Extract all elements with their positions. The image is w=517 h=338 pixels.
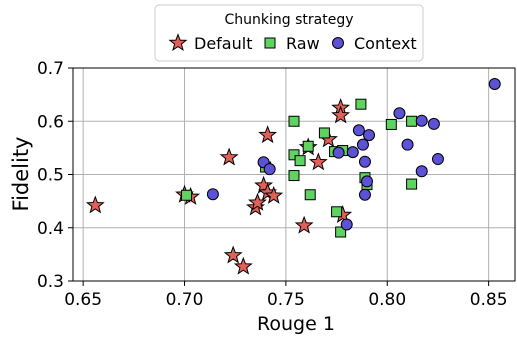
raw-point [335, 226, 347, 238]
raw-point [288, 149, 300, 161]
legend-items: Default Raw Context [168, 33, 417, 53]
context-point [352, 124, 365, 137]
default-point [254, 175, 274, 194]
legend-marker-circle [332, 37, 344, 49]
context-point [346, 146, 359, 159]
default-point [233, 256, 253, 275]
x-axis-label: Rouge 1 [257, 313, 335, 335]
y-tick-label: 0.3 [37, 272, 64, 292]
context-point [393, 107, 406, 120]
y-axis-label: Fidelity [9, 137, 33, 212]
context-point [363, 129, 376, 142]
raw-point [288, 115, 300, 127]
raw-point [288, 170, 300, 182]
context-point [431, 153, 444, 166]
x-tick-label: 0.75 [267, 290, 305, 310]
context-point [332, 146, 345, 159]
legend-title: Chunking strategy [225, 12, 354, 28]
raw-point [406, 115, 418, 127]
raw-point [181, 189, 193, 201]
context-point [358, 188, 371, 201]
x-tick-label: 0.70 [166, 290, 204, 310]
series-raw [181, 98, 418, 238]
context-point [263, 163, 276, 176]
legend-label: Context [354, 34, 417, 53]
raw-point [294, 155, 306, 167]
y-tick-label: 0.7 [37, 59, 64, 79]
raw-point [385, 118, 397, 130]
context-point [340, 218, 353, 231]
legend-item-raw: Raw [264, 34, 320, 53]
default-point [223, 245, 243, 264]
legend: Chunking strategy Default Raw Context [154, 4, 424, 62]
y-tick-label: 0.4 [37, 219, 64, 239]
legend-label: Raw [286, 34, 320, 53]
y-tick-label: 0.6 [37, 112, 64, 132]
raw-point [331, 206, 343, 218]
default-point [85, 195, 105, 214]
context-point [401, 138, 414, 151]
raw-point [355, 98, 367, 110]
legend-item-default: Default [168, 33, 252, 53]
default-point [248, 192, 267, 211]
raw-point [318, 127, 330, 139]
default-point [294, 215, 314, 234]
raw-point [406, 178, 418, 190]
legend-marker-square [264, 37, 276, 49]
default-point [219, 147, 239, 166]
axis-ticks: 0.65 0.70 0.75 0.80 0.85 0.3 0.4 0.5 0.6 0.7 [37, 59, 508, 310]
default-point [258, 125, 278, 144]
context-point [415, 165, 428, 178]
x-tick-label: 0.80 [368, 290, 406, 310]
raw-point [304, 189, 316, 201]
raw-point [302, 140, 314, 152]
series-context [206, 77, 501, 231]
legend-label: Default [194, 34, 252, 53]
data-points [85, 77, 501, 275]
x-tick-label: 0.65 [64, 290, 102, 310]
series-default [85, 98, 353, 275]
x-tick-label: 0.85 [470, 290, 508, 310]
y-tick-label: 0.5 [37, 166, 64, 186]
default-point [308, 152, 328, 171]
context-point [360, 175, 373, 188]
default-point [331, 105, 351, 124]
legend-item-context: Context [332, 34, 417, 53]
context-point [488, 77, 501, 90]
legend-box [154, 4, 424, 62]
context-point [415, 114, 428, 127]
context-point [356, 138, 369, 151]
context-point [206, 188, 219, 201]
context-point [427, 117, 440, 130]
legend-marker-star [168, 33, 188, 52]
context-point [358, 155, 371, 168]
default-point [264, 185, 284, 204]
